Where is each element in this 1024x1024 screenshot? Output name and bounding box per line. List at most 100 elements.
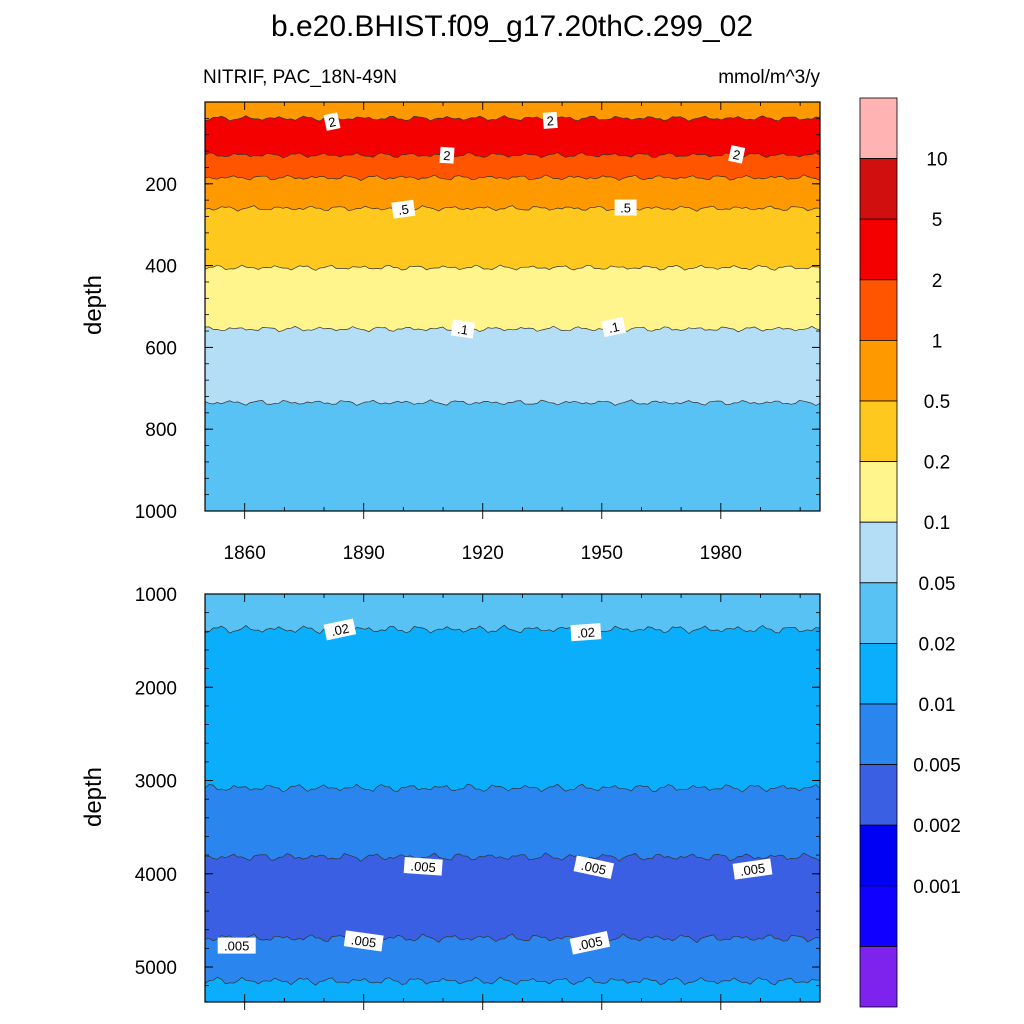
contour-label: 2 xyxy=(323,112,341,131)
y-tick-label: 3000 xyxy=(135,772,177,793)
x-tick-label: 1860 xyxy=(224,543,266,564)
contour-band xyxy=(205,594,820,634)
colorbar-swatch xyxy=(859,824,898,887)
contour-band xyxy=(205,852,820,943)
svg-text:.005: .005 xyxy=(410,858,436,875)
x-tick-label: 1980 xyxy=(700,543,742,564)
colorbar-swatch xyxy=(859,764,898,826)
colorbar-swatch xyxy=(859,97,898,159)
units-subtitle: mmol/m^3/y xyxy=(718,67,820,88)
contour-line xyxy=(205,624,820,635)
y-tick-label: 400 xyxy=(145,257,177,278)
contour-line xyxy=(205,783,820,793)
lower-y-axis-label: depth xyxy=(80,767,107,827)
contour-band xyxy=(205,784,820,862)
colorbar-label: 2 xyxy=(932,271,943,292)
y-tick-label: 5000 xyxy=(135,958,177,979)
svg-text:.5: .5 xyxy=(397,202,410,218)
svg-text:.005: .005 xyxy=(576,933,604,953)
colorbar-swatch xyxy=(859,521,898,584)
colorbar-swatch xyxy=(859,279,898,341)
colorbar-label: 0.02 xyxy=(919,634,956,655)
colorbar-label: 0.005 xyxy=(913,756,961,777)
colorbar-swatch xyxy=(859,158,898,220)
contour-label: .005 xyxy=(403,856,443,876)
contour-line xyxy=(205,115,820,122)
contour-label: .1 xyxy=(601,316,627,338)
contour-band xyxy=(205,102,820,122)
svg-text:2: 2 xyxy=(443,148,451,163)
colorbar-label: 0.05 xyxy=(919,574,956,595)
svg-text:.5: .5 xyxy=(620,201,631,216)
contour-label: .5 xyxy=(614,199,637,216)
colorbar-label: 10 xyxy=(926,150,947,171)
colorbar: 10 5 2 1 0.5 0.2 0.1 0.05 0.02 0.01 0.005 0.002 0.00… xyxy=(859,97,961,1008)
svg-text:.005: .005 xyxy=(580,858,608,878)
colorbar-swatch xyxy=(859,218,898,281)
contour-label: .005 xyxy=(732,858,773,880)
x-tick-label: 1950 xyxy=(581,543,623,564)
contour-label: .02 xyxy=(570,623,602,642)
contour-line xyxy=(205,325,820,333)
colorbar-label: 0.01 xyxy=(919,695,956,716)
lower-panel: .02 .02 .005 .005 .005 .005 .005 .005 1000 2000 30… xyxy=(135,585,821,1010)
svg-text:2: 2 xyxy=(327,114,337,130)
colorbar-label: 5 xyxy=(932,210,943,231)
svg-text:.1: .1 xyxy=(456,321,469,337)
contour-band xyxy=(205,977,820,1002)
contour-label: .005 xyxy=(217,937,256,954)
y-tick-label: 1000 xyxy=(135,502,177,523)
contour-line xyxy=(205,976,820,986)
colorbar-swatch xyxy=(859,703,898,765)
contour-label: .005 xyxy=(569,931,611,955)
colorbar-label: 0.001 xyxy=(913,877,961,898)
svg-text:.1: .1 xyxy=(607,319,621,336)
upper-panel: 2 2 2 2 .5 .5 .1 .1 200 400 600 800 1000 1860 1890 1920… xyxy=(135,101,821,564)
contour-label: .02 xyxy=(323,618,357,641)
contour-label: .1 xyxy=(450,319,475,339)
contour-line xyxy=(205,852,820,862)
plot-frame xyxy=(204,593,821,1003)
colorbar-swatch xyxy=(859,946,898,1008)
colorbar-swatch xyxy=(859,582,898,644)
contour-label: 2 xyxy=(728,145,746,164)
contour-band xyxy=(205,934,820,986)
contour-band xyxy=(205,205,820,271)
colorbar-label: 0.002 xyxy=(913,816,961,837)
contour-line xyxy=(205,152,820,159)
y-tick-label: 2000 xyxy=(135,678,177,699)
contour-label: .005 xyxy=(343,930,384,952)
figure-title: b.e20.BHIST.f09_g17.20thC.299_02 xyxy=(271,10,753,43)
contour-label: .5 xyxy=(391,199,416,219)
contour-band xyxy=(205,326,820,406)
plot-frame xyxy=(204,101,821,512)
y-tick-label: 800 xyxy=(145,420,177,441)
contour-label: 2 xyxy=(439,146,455,164)
contour-line xyxy=(205,933,820,943)
svg-text:.02: .02 xyxy=(330,621,351,639)
contour-line xyxy=(205,205,820,212)
contour-line xyxy=(205,174,820,182)
contour-band xyxy=(205,152,820,181)
colorbar-swatch xyxy=(859,339,898,402)
colorbar-swatch xyxy=(859,643,898,705)
colorbar-label: 1 xyxy=(932,331,943,352)
contour-band xyxy=(205,174,820,212)
y-tick-label: 600 xyxy=(145,338,177,359)
colorbar-swatch xyxy=(859,885,898,947)
contour-band xyxy=(205,625,820,793)
x-tick-label: 1920 xyxy=(462,543,504,564)
contour-line xyxy=(205,399,820,406)
svg-text:2: 2 xyxy=(731,147,741,163)
contour-band xyxy=(205,115,820,158)
colorbar-swatch xyxy=(859,461,898,523)
colorbar-swatch xyxy=(859,400,898,462)
contour-label: 2 xyxy=(542,111,558,129)
svg-text:2: 2 xyxy=(546,113,554,128)
svg-text:.005: .005 xyxy=(739,860,766,878)
colorbar-label: 0.5 xyxy=(924,392,950,413)
colorbar-label: 0.2 xyxy=(924,453,950,474)
left-subtitle: NITRIF, PAC_18N-49N xyxy=(203,67,397,88)
contour-label: .005 xyxy=(573,855,615,879)
